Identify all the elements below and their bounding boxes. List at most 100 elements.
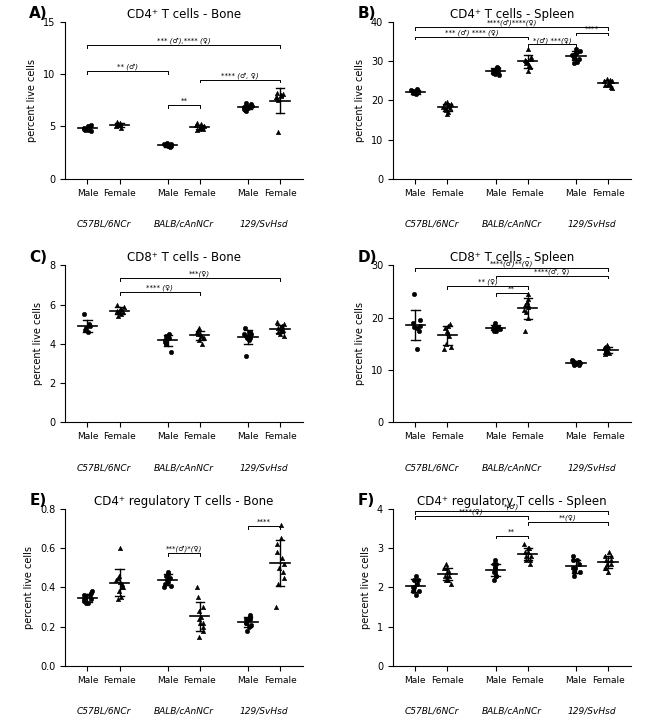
Point — [276, 89, 286, 101]
Point — [439, 103, 450, 114]
Point — [439, 343, 449, 355]
Point — [240, 617, 251, 628]
Point — [494, 69, 504, 80]
Point — [81, 322, 91, 334]
Point — [442, 566, 452, 578]
Point — [244, 621, 255, 633]
Point — [196, 122, 207, 133]
Point — [240, 102, 250, 114]
Point — [159, 334, 170, 346]
Point — [82, 123, 92, 135]
Point — [412, 343, 423, 355]
Point — [492, 65, 502, 77]
Point — [276, 519, 286, 531]
Point — [81, 123, 91, 135]
Point — [244, 613, 255, 625]
Point — [575, 566, 585, 578]
Point — [245, 100, 255, 111]
Point — [519, 547, 530, 558]
Point — [241, 105, 252, 117]
Point — [443, 320, 453, 332]
Point — [601, 345, 611, 356]
Point — [446, 98, 456, 110]
Point — [600, 562, 610, 573]
Point — [239, 328, 250, 340]
Point — [79, 589, 89, 601]
Text: D): D) — [358, 250, 377, 264]
Point — [603, 80, 614, 91]
Point — [491, 61, 502, 72]
Point — [414, 314, 424, 326]
Point — [272, 539, 282, 550]
Point — [83, 124, 93, 135]
Text: BALB/cAnNCr: BALB/cAnNCr — [154, 220, 214, 229]
Point — [443, 574, 454, 586]
Point — [526, 54, 536, 65]
Point — [600, 550, 610, 562]
Text: BALB/cAnNCr: BALB/cAnNCr — [154, 707, 214, 716]
Point — [489, 574, 499, 586]
Point — [519, 539, 530, 550]
Point — [86, 586, 97, 597]
Point — [413, 87, 423, 98]
Point — [606, 82, 617, 93]
Point — [523, 301, 534, 313]
Point — [242, 332, 252, 344]
Point — [524, 542, 534, 554]
Point — [414, 325, 424, 337]
Point — [278, 324, 288, 336]
Point — [194, 123, 204, 135]
Point — [446, 578, 456, 589]
Point — [604, 547, 614, 558]
Point — [111, 121, 121, 132]
Point — [488, 67, 499, 79]
Text: 129/SvHsd: 129/SvHsd — [567, 463, 616, 472]
Point — [164, 142, 175, 153]
Point — [521, 550, 532, 562]
Point — [114, 570, 124, 581]
Point — [412, 83, 423, 95]
Text: ****(♂)****(♀): ****(♂)****(♀) — [486, 20, 537, 26]
Point — [441, 574, 451, 586]
Point — [277, 552, 287, 564]
Point — [572, 46, 582, 58]
Point — [443, 566, 454, 578]
Point — [606, 554, 616, 565]
Point — [161, 578, 171, 589]
Point — [488, 320, 499, 332]
Text: ****(♂)**(♀): ****(♂)**(♀) — [490, 261, 534, 267]
Point — [194, 334, 204, 346]
Point — [491, 63, 502, 75]
Point — [84, 122, 94, 133]
Point — [569, 566, 579, 578]
Point — [409, 321, 419, 333]
Point — [573, 356, 584, 368]
Point — [603, 566, 613, 578]
Point — [522, 296, 532, 308]
Point — [84, 321, 95, 332]
Point — [525, 558, 536, 570]
Point — [271, 91, 281, 103]
Point — [439, 322, 450, 334]
Point — [569, 570, 579, 581]
Point — [567, 356, 578, 368]
Point — [273, 95, 283, 106]
Point — [196, 121, 206, 132]
Point — [116, 303, 126, 314]
Text: C57BL/6NCr: C57BL/6NCr — [404, 463, 459, 472]
Point — [489, 566, 500, 578]
Text: **** (♀): **** (♀) — [146, 285, 173, 291]
Title: CD4⁺ T cells - Bone: CD4⁺ T cells - Bone — [127, 7, 241, 20]
Point — [194, 605, 205, 617]
Point — [164, 140, 175, 151]
Point — [569, 51, 579, 63]
Point — [526, 550, 536, 562]
Point — [83, 597, 93, 609]
Point — [193, 592, 203, 603]
Point — [606, 558, 616, 570]
Point — [161, 330, 171, 342]
Point — [79, 594, 89, 605]
Point — [443, 101, 453, 112]
Point — [239, 104, 250, 116]
Point — [198, 121, 209, 132]
